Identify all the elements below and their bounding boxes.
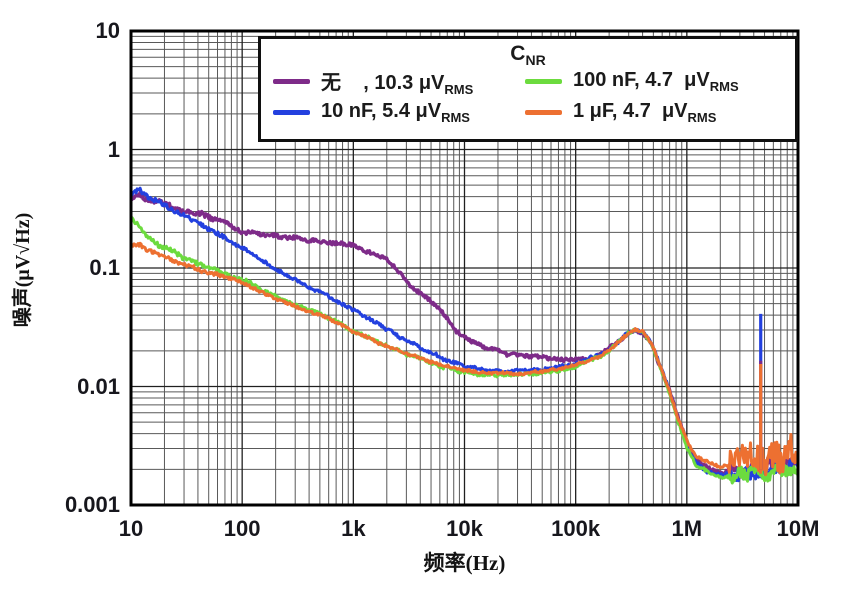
legend: CNR 无 , 10.3 μVRMS 100 nF, 4.7 μVRMS 10 …	[258, 36, 798, 142]
legend-swatch-orange	[525, 110, 562, 115]
legend-item-no-cnr: 无 , 10.3 μVRMS	[273, 66, 525, 97]
y-tick-label: 0.01	[77, 373, 120, 399]
y-tick-label: 0.001	[64, 492, 120, 517]
curve-3	[131, 241, 798, 477]
x-tick-label: 1k	[341, 516, 366, 541]
y-tick-label: 0.1	[89, 255, 120, 280]
x-tick-label: 10	[118, 516, 144, 541]
legend-grid: 无 , 10.3 μVRMS 100 nF, 4.7 μVRMS 10 nF, …	[273, 66, 795, 128]
x-tick-label: 100	[223, 516, 261, 541]
legend-item-10nf: 10 nF, 5.4 μVRMS	[273, 97, 525, 128]
x-tick-label: 10k	[446, 516, 483, 541]
x-axis-title: 频率(Hz)	[423, 551, 506, 575]
curve-2	[131, 215, 798, 485]
legend-title: CNR	[510, 42, 546, 69]
curves	[131, 186, 798, 485]
legend-swatch-blue	[273, 110, 310, 115]
y-tick-label: 10	[95, 18, 120, 43]
legend-swatch-green	[525, 79, 562, 84]
legend-label-no-cnr: 无 , 10.3 μVRMS	[321, 72, 474, 97]
x-tick-label: 100k	[551, 516, 601, 541]
y-axis-title: 噪声(μV√Hz)	[12, 212, 34, 328]
legend-label-100nf: 100 nF, 4.7 μVRMS	[573, 69, 739, 94]
legend-item-1uf: 1 μF, 4.7 μVRMS	[525, 97, 795, 128]
y-tick-label: 1	[107, 136, 120, 162]
legend-item-100nf: 100 nF, 4.7 μVRMS	[525, 66, 795, 97]
legend-swatch-purple	[273, 79, 310, 84]
legend-label-10nf: 10 nF, 5.4 μVRMS	[321, 100, 470, 125]
x-tick-label: 10M	[776, 516, 820, 541]
legend-label-1uf: 1 μF, 4.7 μVRMS	[573, 100, 717, 125]
plot-frame	[129, 29, 800, 507]
x-tick-label: 1M	[671, 516, 703, 541]
